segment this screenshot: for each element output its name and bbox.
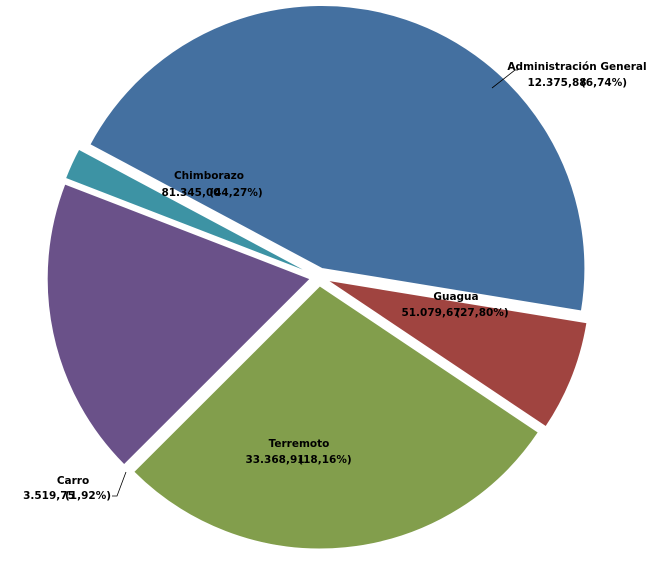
slice-percent-label: (6,74%): [581, 77, 627, 89]
data-label-administracion-general: Administración General 12.375,88 (6,74%): [507, 61, 646, 89]
slice-percent-label: (27,80%): [455, 307, 508, 319]
slice-percent-label: (18,16%): [298, 454, 351, 466]
pie-slice-guagua: [133, 285, 540, 550]
data-label-terremoto: Terremoto 33.368,91 (18,16%): [245, 438, 351, 466]
slice-name-label: Chimborazo: [174, 170, 244, 182]
slice-percent-label: (1,92%): [65, 490, 111, 502]
pie-slice-carro: [64, 148, 312, 274]
slice-value-label: 12.375,88: [527, 77, 586, 89]
slice-name-label: Carro: [57, 475, 89, 487]
pie-slice-chimborazo: [89, 4, 586, 312]
slice-name-label: Guagua: [433, 291, 478, 303]
slice-value-label: 51.079,67: [401, 307, 460, 319]
slice-value-label: 33.368,91: [245, 454, 304, 466]
slice-name-label: Administración General: [507, 61, 646, 73]
slice-percent-label: (44,27%): [209, 187, 262, 199]
data-label-chimborazo: Chimborazo 81.345,00 (44,27%): [161, 170, 262, 199]
slice-value-label: 81.345,00: [161, 187, 220, 199]
slice-value-label: 3.519,75: [23, 490, 75, 502]
slice-name-label: Terremoto: [269, 438, 330, 450]
data-label-guagua: Guagua 51.079,67 (27,80%): [401, 291, 508, 319]
leader-line-administracion-general: [491, 69, 518, 89]
leader-line-carro: [112, 471, 127, 497]
pie-slice-administracion-general: [327, 279, 588, 428]
pie-slice-terremoto: [46, 183, 312, 466]
pie-slices: [46, 4, 588, 550]
data-label-carro: Carro 3.519,75 (1,92%): [23, 475, 111, 502]
